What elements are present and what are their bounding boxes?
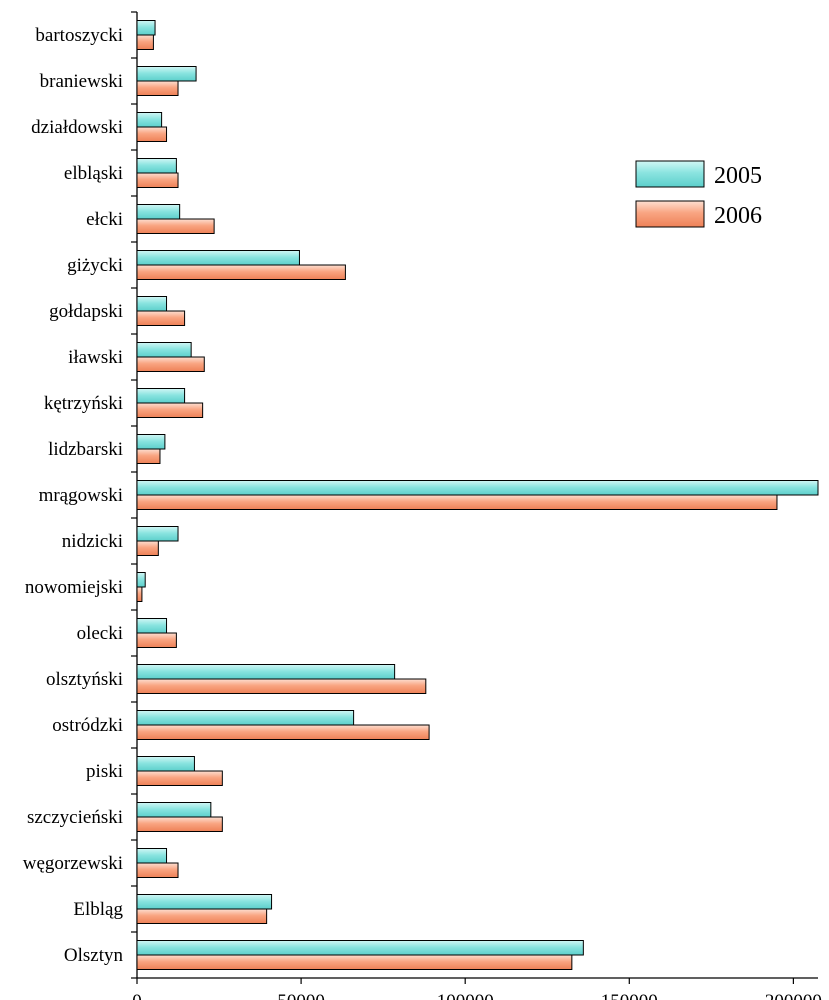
category-label: piski bbox=[86, 761, 123, 782]
bar-2005-gołdapski bbox=[136, 296, 168, 312]
legend-swatch-2005 bbox=[635, 160, 705, 188]
x-tick-label: 50000 bbox=[277, 991, 325, 1000]
bar-2006-szczycieński bbox=[136, 816, 223, 832]
bar-2006-iławski bbox=[136, 356, 205, 372]
category-label: braniewski bbox=[40, 71, 123, 92]
bars bbox=[136, 20, 819, 970]
bar-2005-Elbląg bbox=[136, 894, 273, 910]
bar-2006-piski bbox=[136, 770, 223, 786]
category-label: iławski bbox=[68, 347, 123, 368]
category-label: Olsztyn bbox=[64, 945, 124, 966]
bar-2005-ełcki bbox=[136, 204, 181, 220]
category-label: ełcki bbox=[86, 209, 123, 230]
x-tick-label: 200000 bbox=[765, 991, 822, 1000]
bar-2005-węgorzewski bbox=[136, 848, 168, 864]
legend-label-2006: 2006 bbox=[714, 203, 762, 229]
bar-2006-mrągowski bbox=[136, 494, 778, 510]
legend: 2005 2006 bbox=[635, 160, 762, 229]
category-label: olsztyński bbox=[46, 669, 123, 690]
bar-2005-szczycieński bbox=[136, 802, 212, 818]
bar-2005-mrągowski bbox=[136, 480, 819, 496]
bar-2005-olecki bbox=[136, 618, 168, 634]
category-label: szczycieński bbox=[27, 807, 123, 828]
bar-2006-Elbląg bbox=[136, 908, 268, 924]
bar-2006-lidzbarski bbox=[136, 448, 161, 464]
bar-2005-olsztyński bbox=[136, 664, 396, 680]
bar-2005-braniewski bbox=[136, 66, 197, 82]
bar-2005-elbląski bbox=[136, 158, 177, 174]
category-label: olecki bbox=[77, 623, 123, 644]
category-label: nowomiejski bbox=[25, 577, 123, 598]
category-label: Elbląg bbox=[73, 899, 123, 920]
category-label: kętrzyński bbox=[44, 393, 123, 414]
category-labels: bartoszycki braniewski działdowski elbląski… bbox=[23, 25, 124, 966]
bar-2006-ełcki bbox=[136, 218, 215, 234]
bar-2006-kętrzyński bbox=[136, 402, 204, 418]
legend-label-2005: 2005 bbox=[714, 163, 762, 189]
bar-2006-olecki bbox=[136, 632, 177, 648]
bar-2005-ostródzki bbox=[136, 710, 355, 726]
bar-2005-kętrzyński bbox=[136, 388, 186, 404]
bar-2006-Olsztyn bbox=[136, 954, 573, 970]
category-label: nidzicki bbox=[62, 531, 123, 552]
bar-2005-lidzbarski bbox=[136, 434, 166, 450]
category-label: elbląski bbox=[64, 163, 123, 184]
bar-2006-gołdapski bbox=[136, 310, 186, 326]
bar-2005-piski bbox=[136, 756, 195, 772]
bar-2006-giżycki bbox=[136, 264, 346, 280]
x-tick-label: 150000 bbox=[601, 991, 658, 1000]
category-label: giżycki bbox=[67, 255, 123, 276]
bar-2005-nowomiejski bbox=[136, 572, 146, 588]
category-label: lidzbarski bbox=[48, 439, 123, 460]
bar-2006-ostródzki bbox=[136, 724, 430, 740]
category-label: bartoszycki bbox=[35, 25, 123, 46]
bar-2005-nidzicki bbox=[136, 526, 179, 542]
bar-2005-giżycki bbox=[136, 250, 300, 266]
bar-2006-działdowski bbox=[136, 126, 168, 142]
x-tick-label: 0 bbox=[132, 991, 142, 1000]
bar-2005-Olsztyn bbox=[136, 940, 584, 956]
bar-2006-olsztyński bbox=[136, 678, 427, 694]
bar-2005-bartoszycki bbox=[136, 20, 156, 36]
category-label: ostródzki bbox=[52, 715, 123, 736]
bar-2006-elbląski bbox=[136, 172, 179, 188]
bar-2005-iławski bbox=[136, 342, 192, 358]
bar-2006-węgorzewski bbox=[136, 862, 179, 878]
bar-2006-bartoszycki bbox=[136, 34, 154, 50]
bar-2005-działdowski bbox=[136, 112, 163, 128]
bar-2006-braniewski bbox=[136, 80, 179, 96]
category-label: mrągowski bbox=[39, 485, 123, 506]
legend-swatch-2006 bbox=[635, 200, 705, 228]
x-tick-label: 100000 bbox=[437, 991, 494, 1000]
bar-2006-nowomiejski bbox=[136, 586, 143, 602]
bar-2006-nidzicki bbox=[136, 540, 159, 556]
category-label: gołdapski bbox=[49, 301, 123, 322]
x-tick-labels: 0 50000 100000 150000 200000 bbox=[132, 991, 822, 1000]
category-label: węgorzewski bbox=[23, 853, 123, 874]
category-label: działdowski bbox=[31, 117, 123, 138]
